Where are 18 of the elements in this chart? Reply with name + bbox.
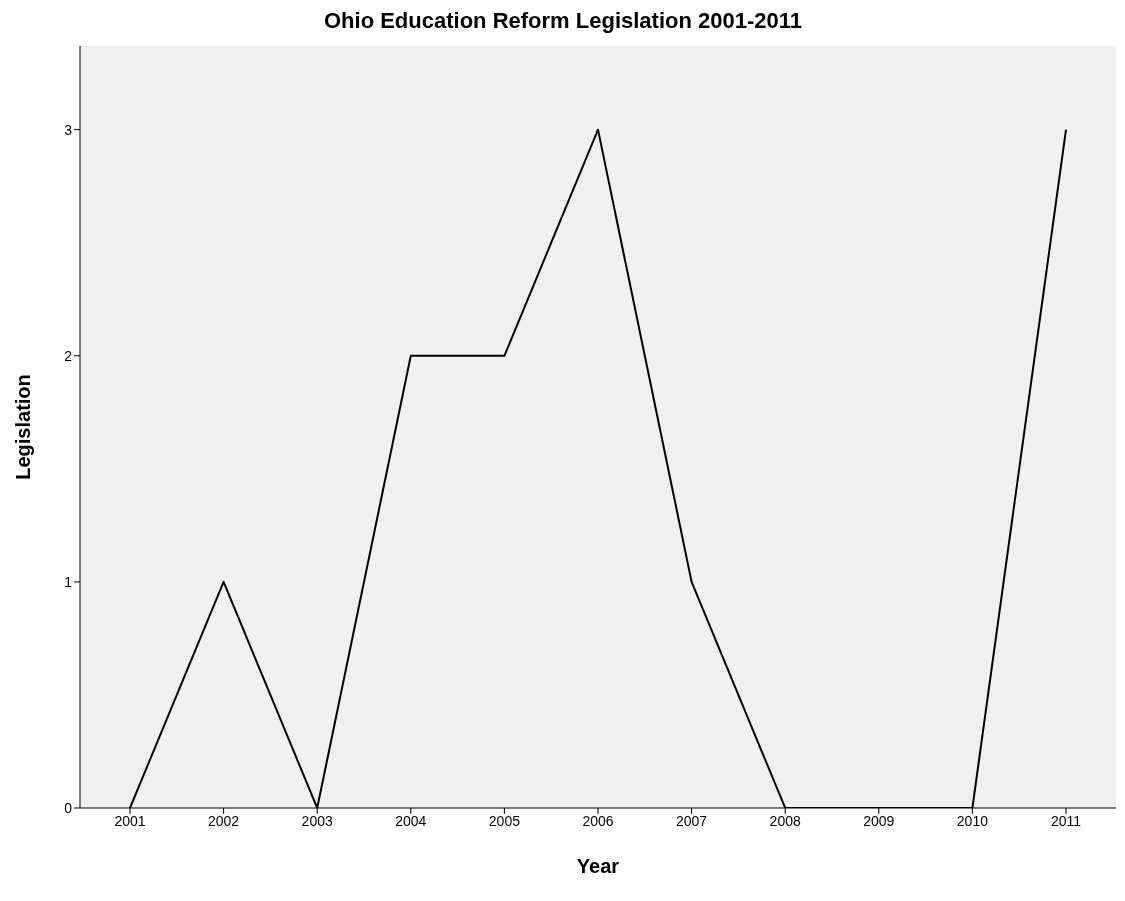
x-tick-label: 2009 (863, 812, 895, 829)
x-tick-label: 2004 (395, 812, 427, 829)
x-axis-title: Year (576, 855, 620, 877)
y-tick-label: 1 (64, 573, 73, 590)
y-axis-title: Legislation (12, 374, 35, 480)
y-tick-label: 0 (64, 799, 73, 816)
y-tick-label: 2 (64, 347, 73, 364)
x-tick-label: 2006 (582, 812, 614, 829)
x-tick-label: 2008 (769, 812, 801, 829)
x-tick-label: 2007 (676, 812, 708, 829)
x-tick-label: 2003 (301, 812, 333, 829)
x-tick-label: 2002 (208, 812, 240, 829)
x-tick-label: 2005 (488, 812, 521, 829)
x-tick-label: 2011 (1050, 812, 1082, 829)
y-tick-label: 3 (64, 121, 73, 138)
x-tick-label: 2010 (956, 812, 989, 829)
x-tick-label: 2001 (114, 812, 146, 829)
chart-title: Ohio Education Reform Legislation 2001-2011 (323, 8, 803, 35)
